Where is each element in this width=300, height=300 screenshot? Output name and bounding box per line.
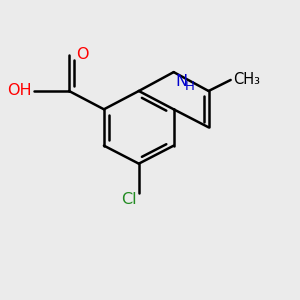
Text: O: O [76,46,89,62]
Text: CH₃: CH₃ [233,72,260,87]
Text: H: H [185,80,195,93]
Text: N: N [175,74,187,88]
Text: OH: OH [7,83,32,98]
Text: Cl: Cl [121,192,136,207]
